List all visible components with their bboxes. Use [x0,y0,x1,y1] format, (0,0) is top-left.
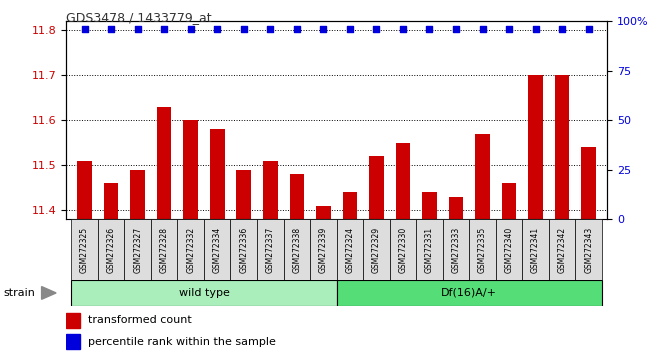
Point [477,26,488,32]
Text: GSM272338: GSM272338 [292,227,302,273]
Text: GSM272333: GSM272333 [451,227,461,273]
Bar [284,219,310,280]
Point [451,26,461,32]
Bar [316,206,331,219]
Text: GSM272328: GSM272328 [160,227,169,273]
Text: GSM272329: GSM272329 [372,227,381,273]
Point [504,26,514,32]
Bar [257,219,284,280]
Text: percentile rank within the sample: percentile rank within the sample [88,337,275,347]
Bar [124,219,151,280]
Bar [71,280,337,306]
Bar [204,219,230,280]
Point [159,26,170,32]
Text: GSM272324: GSM272324 [345,227,354,273]
Bar [210,129,224,219]
Bar [576,219,602,280]
Text: GSM272342: GSM272342 [558,227,566,273]
Text: GSM272326: GSM272326 [107,227,115,273]
Bar [183,120,198,219]
Bar [389,219,416,280]
Bar [290,175,304,219]
Text: GSM272339: GSM272339 [319,227,328,273]
Point [106,26,116,32]
Bar [581,147,596,219]
Bar [337,219,363,280]
Bar [443,219,469,280]
Text: GSM272340: GSM272340 [504,227,513,273]
Point [185,26,196,32]
Text: GSM272343: GSM272343 [584,227,593,273]
Bar [496,219,522,280]
Text: GSM272325: GSM272325 [80,227,89,273]
Bar [469,219,496,280]
Point [318,26,329,32]
Text: transformed count: transformed count [88,315,191,325]
Point [557,26,568,32]
Bar [66,334,79,349]
Text: GSM272331: GSM272331 [425,227,434,273]
Bar [337,280,602,306]
Point [397,26,408,32]
Text: GSM272330: GSM272330 [399,227,407,273]
Bar [416,219,443,280]
Bar [178,219,204,280]
Bar [363,219,389,280]
Text: GDS3478 / 1433779_at: GDS3478 / 1433779_at [66,11,212,24]
Point [212,26,222,32]
Bar [157,107,172,219]
Point [79,26,90,32]
Text: GSM272327: GSM272327 [133,227,142,273]
Point [371,26,381,32]
Point [583,26,594,32]
Text: strain: strain [3,288,35,298]
Bar [310,219,337,280]
Text: GSM272335: GSM272335 [478,227,487,273]
Text: GSM272332: GSM272332 [186,227,195,273]
Bar [422,193,437,219]
Bar [395,143,411,219]
Bar [230,219,257,280]
Text: GSM272336: GSM272336 [239,227,248,273]
Point [530,26,541,32]
Bar [528,75,543,219]
Bar [449,197,463,219]
Bar [236,170,251,219]
Bar [71,219,98,280]
Point [424,26,435,32]
Point [345,26,355,32]
Text: GSM272334: GSM272334 [213,227,222,273]
Bar [151,219,178,280]
Bar [77,161,92,219]
Text: wild type: wild type [178,288,230,298]
Text: GSM272337: GSM272337 [266,227,275,273]
Point [133,26,143,32]
Bar [104,183,118,219]
Bar [549,219,576,280]
Bar [130,170,145,219]
Text: Df(16)A/+: Df(16)A/+ [442,288,497,298]
Bar [522,219,549,280]
Point [238,26,249,32]
Bar [263,161,278,219]
Point [265,26,276,32]
Bar [343,193,357,219]
Bar [475,134,490,219]
Bar [502,183,516,219]
Point [292,26,302,32]
Bar [555,75,570,219]
Bar [369,156,383,219]
Bar [66,313,79,327]
Text: GSM272341: GSM272341 [531,227,540,273]
Bar [98,219,124,280]
